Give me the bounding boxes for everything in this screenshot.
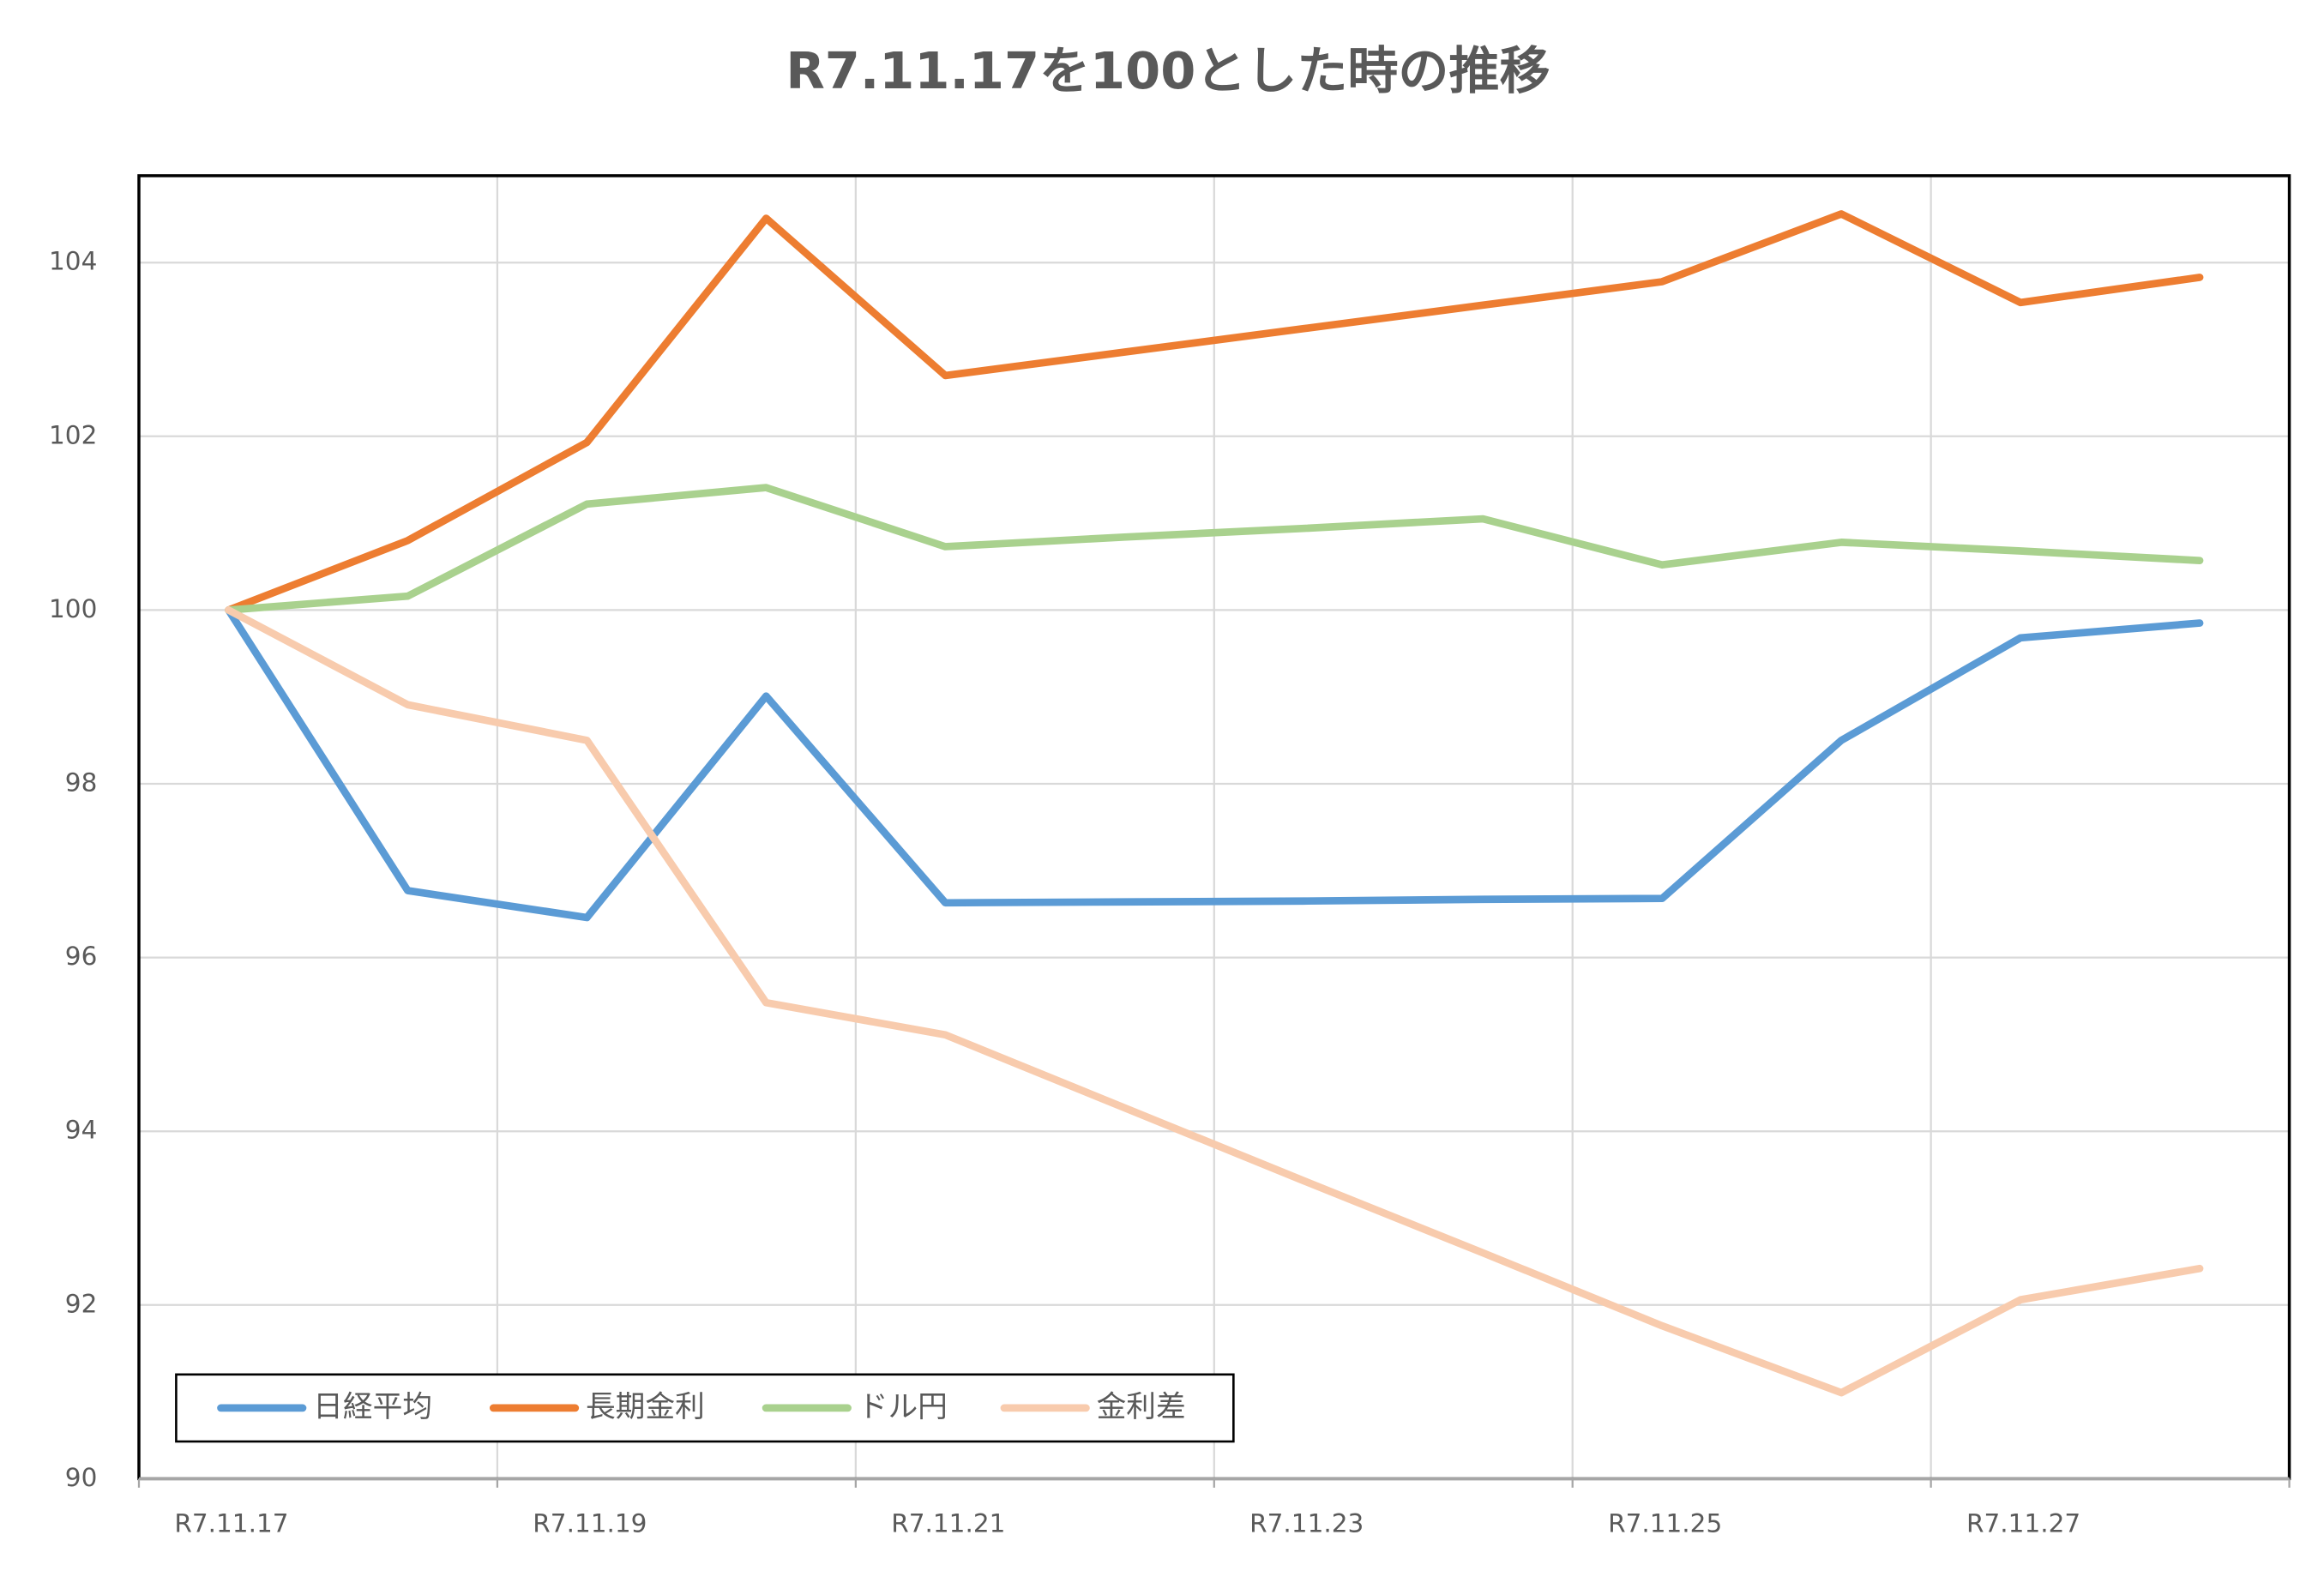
series-line <box>225 210 2204 614</box>
x-tick-label: R7.11.19 <box>533 1509 647 1538</box>
x-tick-label: R7.11.21 <box>891 1509 1005 1538</box>
y-tick-label: 92 <box>65 1289 98 1318</box>
legend-label: 日経平均 <box>313 1390 432 1424</box>
series-line <box>225 606 2204 1397</box>
y-tick-label: 100 <box>49 594 97 623</box>
x-tick-label: R7.11.17 <box>174 1509 288 1538</box>
x-tick-label: R7.11.25 <box>1608 1509 1722 1538</box>
y-tick-label: 104 <box>49 247 97 276</box>
legend-label: ドル円 <box>858 1390 948 1424</box>
legend-label: 長期金利 <box>586 1390 705 1424</box>
x-tick-label: R7.11.23 <box>1249 1509 1364 1538</box>
y-tick-label: 94 <box>65 1116 98 1145</box>
x-tick-label: R7.11.27 <box>1966 1509 2080 1538</box>
chart-title: R7.11.17を100とした時の推移 <box>786 41 1550 100</box>
series-line <box>225 484 2204 614</box>
y-tick-label: 96 <box>65 942 98 971</box>
y-tick-label: 102 <box>49 420 97 449</box>
y-tick-label: 90 <box>65 1463 98 1492</box>
legend-label: 金利差 <box>1097 1390 1186 1424</box>
y-tick-label: 98 <box>65 768 98 798</box>
series-line <box>225 606 2204 922</box>
